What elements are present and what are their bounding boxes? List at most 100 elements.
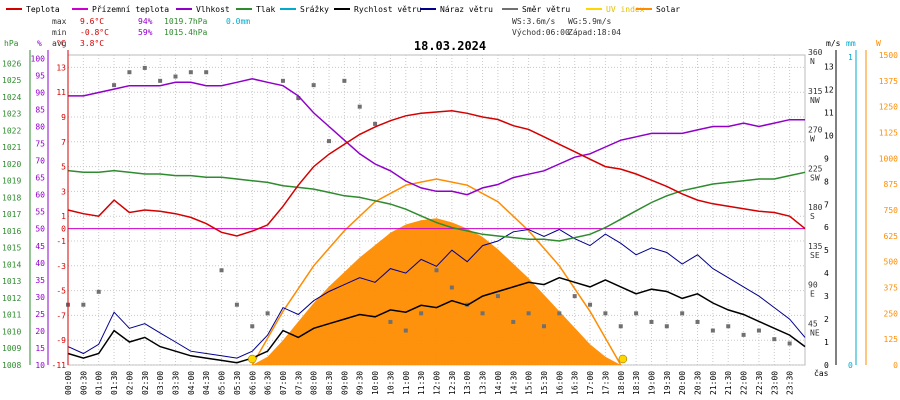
- pressure-tick-2: 1010: [2, 327, 21, 336]
- x-tick-3: 01:30: [110, 371, 119, 395]
- humidity-tick-7: 45: [35, 242, 45, 251]
- x-tick-4: 02:00: [125, 371, 134, 395]
- temperature-tick-10: 7: [61, 138, 66, 147]
- wind-dir-point: [695, 319, 700, 324]
- pressure-tick-9: 1017: [2, 210, 21, 219]
- unit-time: čas: [814, 368, 829, 378]
- temperature-tick-6: 0: [61, 225, 66, 234]
- pressure-tick-7: 1015: [2, 244, 21, 253]
- marker-sunset: [618, 354, 628, 364]
- humidity-tick-14: 80: [35, 123, 45, 132]
- temperature-tick-11: 9: [61, 113, 66, 122]
- solar-tick-4: 500: [884, 258, 899, 267]
- wind-dir-point: [96, 289, 101, 294]
- stat-max-hum: 94%: [138, 17, 153, 26]
- wind-dir-point: [219, 268, 224, 273]
- wind-dir-point: [526, 311, 531, 316]
- series-temperature: [67, 110, 806, 237]
- pressure-tick-11: 1019: [2, 177, 21, 186]
- humidity-tick-13: 75: [35, 140, 45, 149]
- pressure-tick-3: 1011: [2, 311, 21, 320]
- wind-dir-point: [511, 319, 516, 324]
- legend-label-8: UV index: [606, 5, 645, 14]
- humidity-tick-10: 60: [35, 191, 45, 200]
- temperature-tick-2: -7: [56, 311, 66, 320]
- wind-dir-point: [618, 324, 623, 329]
- x-tick-37: 18:30: [632, 371, 641, 395]
- pressure-tick-8: 1016: [2, 227, 21, 236]
- wind-dir-point: [112, 83, 117, 88]
- solar-tick-11: 1375: [879, 77, 898, 86]
- wind-dir-tick-4: 180: [808, 203, 823, 212]
- wind-dir-point: [680, 311, 685, 316]
- solar-tick-8: 1000: [879, 154, 898, 163]
- humidity-tick-9: 55: [35, 208, 45, 217]
- temperature-tick-8: 3: [61, 187, 66, 196]
- wind-dir-point: [649, 319, 654, 324]
- stat-avg-temp: 3.8°C: [80, 39, 104, 48]
- wind-dir-tick-name-4: S: [810, 212, 815, 221]
- wind-dir-tick-8: 360: [808, 48, 823, 57]
- temperature-tick-5: -1: [56, 237, 66, 246]
- x-tick-36: 18:00: [617, 371, 626, 395]
- pressure-tick-17: 1025: [2, 76, 21, 85]
- x-tick-38: 19:00: [647, 371, 656, 395]
- legend-label-0: Teplota: [26, 5, 60, 14]
- x-tick-33: 16:30: [571, 371, 580, 395]
- x-tick-23: 11:30: [417, 371, 426, 395]
- wind-dir-point: [327, 139, 332, 144]
- wind-dir-point: [357, 104, 362, 109]
- x-tick-24: 12:00: [433, 371, 442, 395]
- stat-max-temp: 9.6°C: [80, 17, 104, 26]
- wind-dir-point: [756, 328, 761, 333]
- wind-dir-tick-7: 315: [808, 87, 823, 96]
- stat-min-temp: -0.8°C: [80, 28, 109, 37]
- humidity-tick-8: 50: [35, 225, 45, 234]
- wind-dir-point: [434, 268, 439, 273]
- wind-dir-point: [726, 324, 731, 329]
- wind-dir-point: [572, 294, 577, 299]
- wind-dir-point: [557, 311, 562, 316]
- wind-dir-point: [173, 74, 178, 79]
- wind-dir-tick-name-6: W: [810, 135, 815, 144]
- wind-dir-point: [449, 285, 454, 290]
- wind-dir-tick-5: 225: [808, 164, 823, 173]
- humidity-tick-12: 70: [35, 157, 45, 166]
- wind-tick-3: 3: [824, 292, 829, 301]
- wind-tick-4: 4: [824, 269, 829, 278]
- x-tick-7: 03:30: [171, 371, 180, 395]
- x-tick-15: 07:30: [294, 371, 303, 395]
- series-solar-max: [251, 178, 622, 366]
- pressure-tick-13: 1021: [2, 143, 21, 152]
- wind-dir-point: [787, 341, 792, 346]
- x-tick-20: 10:00: [371, 371, 380, 395]
- wind-dir-point: [772, 337, 777, 342]
- wind-dir-point: [81, 302, 86, 307]
- wind-tick-2: 2: [824, 315, 829, 324]
- stat-ws: WS:3.6m/s: [512, 17, 556, 26]
- x-tick-18: 09:00: [340, 371, 349, 395]
- x-tick-30: 15:00: [525, 371, 534, 395]
- solar-tick-6: 750: [884, 206, 899, 215]
- stat-max-press: 1019.7hPa: [164, 17, 208, 26]
- stats-block: max 9.6°C 94% 1019.7hPa 0.0mm min -0.8°C…: [52, 17, 621, 48]
- wind-dir-point: [388, 319, 393, 324]
- series-gust: [67, 228, 806, 359]
- wind-dir-point: [495, 294, 500, 299]
- legend-label-5: Rychlost větru: [354, 5, 422, 14]
- x-tick-21: 10:30: [386, 371, 395, 395]
- humidity-tick-18: 100: [31, 54, 46, 63]
- wind-tick-8: 8: [824, 177, 829, 186]
- stat-max-label: max: [52, 17, 67, 26]
- x-tick-0: 00:00: [64, 371, 73, 395]
- x-tick-40: 20:00: [678, 371, 687, 395]
- x-tick-25: 12:30: [448, 371, 457, 395]
- x-tick-44: 22:00: [740, 371, 749, 395]
- x-tick-14: 07:00: [279, 371, 288, 395]
- wind-dir-tick-3: 135: [808, 242, 823, 251]
- x-tick-26: 13:00: [463, 371, 472, 395]
- x-tick-5: 02:30: [141, 371, 150, 395]
- pressure-tick-14: 1022: [2, 126, 21, 135]
- x-tick-17: 08:30: [325, 371, 334, 395]
- wind-dir-point: [280, 78, 285, 83]
